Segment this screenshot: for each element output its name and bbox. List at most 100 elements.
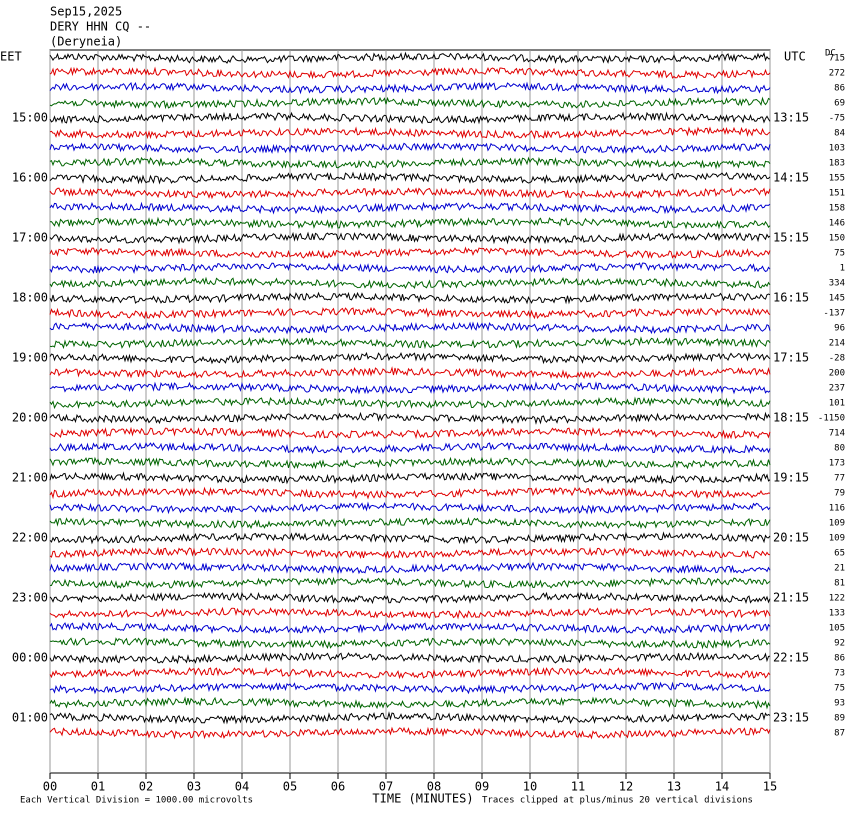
right-time-label: 22:15 <box>773 651 809 665</box>
trace <box>49 681 771 695</box>
trace <box>49 426 771 440</box>
offset-label: 237 <box>829 384 845 394</box>
offset-label: 79 <box>834 489 845 499</box>
date: Sep15,2025 <box>50 5 122 19</box>
x-tick-label: 06 <box>331 780 345 794</box>
x-tick-label: 13 <box>667 780 681 794</box>
offset-label: 183 <box>829 159 845 169</box>
x-tick-label: 02 <box>139 780 153 794</box>
trace <box>49 561 771 575</box>
trace <box>49 501 771 515</box>
trace <box>49 591 771 605</box>
offset-label: 158 <box>829 204 845 214</box>
offset-label: 75 <box>834 684 845 694</box>
offset-label: -75 <box>829 114 845 124</box>
offset-label: -137 <box>823 309 845 319</box>
right-time-label: 21:15 <box>773 591 809 605</box>
offset-label: 150 <box>829 234 845 244</box>
trace <box>49 726 771 740</box>
offset-label: 92 <box>834 639 845 649</box>
offset-label: 1 <box>840 264 845 274</box>
right-time-label: 14:15 <box>773 171 809 185</box>
trace <box>49 411 771 425</box>
offset-label: 151 <box>829 189 845 199</box>
offset-label: 145 <box>829 294 845 304</box>
offset-label: 155 <box>829 174 845 184</box>
offset-label: 116 <box>829 504 845 514</box>
offset-label: 93 <box>834 699 845 709</box>
trace <box>49 666 771 680</box>
offset-label: 714 <box>829 429 845 439</box>
offset-label: 86 <box>834 654 845 664</box>
x-tick-label: 14 <box>715 780 729 794</box>
offset-label: 122 <box>829 594 845 604</box>
x-axis-label: TIME (MINUTES) <box>372 792 473 806</box>
left-time-label: 16:00 <box>12 171 48 185</box>
offset-label: 146 <box>829 219 845 229</box>
x-tick-label: 10 <box>523 780 537 794</box>
offset-label: 109 <box>829 534 845 544</box>
trace <box>49 51 771 64</box>
trace <box>49 231 771 245</box>
left-time-label: 01:00 <box>12 711 48 725</box>
trace <box>49 111 771 125</box>
trace <box>49 651 771 665</box>
offset-label: 73 <box>834 669 845 679</box>
trace <box>49 216 771 230</box>
trace <box>49 96 771 110</box>
right-time-label: 17:15 <box>773 351 809 365</box>
trace <box>49 637 771 650</box>
offset-label: 101 <box>829 399 845 409</box>
offset-label: 80 <box>834 444 845 454</box>
station: DERY HHN CQ -- <box>50 20 151 34</box>
trace <box>49 306 771 320</box>
trace <box>49 81 771 95</box>
offset-label: 84 <box>834 129 845 139</box>
offset-label: 715 <box>829 54 845 64</box>
trace <box>49 126 771 140</box>
trace <box>49 187 771 200</box>
offset-label: 173 <box>829 459 845 469</box>
left-time-label: 21:00 <box>12 471 48 485</box>
plot-frame <box>49 49 771 774</box>
offset-label: 214 <box>829 339 845 349</box>
x-tick-label: 11 <box>571 780 585 794</box>
offset-label: 272 <box>829 69 845 79</box>
trace <box>49 291 771 305</box>
clip-note: Traces clipped at plus/minus 20 vertical… <box>482 796 753 806</box>
trace <box>49 66 771 80</box>
trace <box>49 456 771 470</box>
offset-label: 105 <box>829 624 845 634</box>
left-time-label: 22:00 <box>12 531 48 545</box>
x-tick-label: 05 <box>283 780 297 794</box>
x-tick-label: 15 <box>763 780 777 794</box>
offset-label: 200 <box>829 369 845 379</box>
trace <box>49 366 771 380</box>
trace <box>49 156 771 170</box>
offset-label: 77 <box>834 474 845 484</box>
x-tick-label: 01 <box>91 780 105 794</box>
right-time-label: 19:15 <box>773 471 809 485</box>
trace <box>49 396 771 410</box>
trace <box>49 246 771 259</box>
right-axis-label: UTC <box>784 50 806 64</box>
right-time-label: 13:15 <box>773 111 809 125</box>
trace <box>49 621 771 634</box>
x-tick-label: 12 <box>619 780 633 794</box>
right-time-label: 16:15 <box>773 291 809 305</box>
trace <box>49 171 771 185</box>
offset-label: 109 <box>829 519 845 529</box>
trace <box>49 546 771 560</box>
trace <box>49 516 771 530</box>
left-time-label: 18:00 <box>12 291 48 305</box>
x-tick-label: 00 <box>43 780 57 794</box>
offset-label: 21 <box>834 564 845 574</box>
offset-label: 75 <box>834 249 845 259</box>
trace <box>49 696 771 710</box>
trace <box>49 276 771 290</box>
offset-label: 86 <box>834 84 845 94</box>
offset-label: 87 <box>834 729 845 739</box>
trace <box>49 262 771 274</box>
left-time-label: 17:00 <box>12 231 48 245</box>
